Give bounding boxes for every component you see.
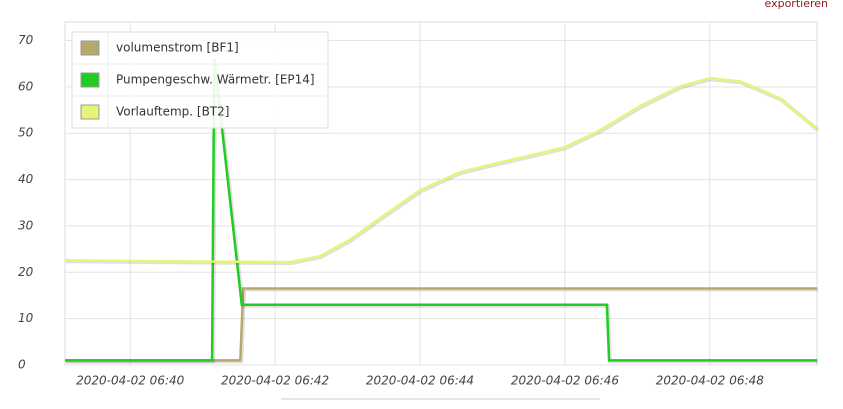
x-tick-label: 2020-04-02 06:42 [221,374,329,388]
y-tick-label: 10 [18,311,34,325]
series-line [64,76,818,264]
x-tick-label: 2020-04-02 06:44 [366,374,474,388]
legend-label: Pumpengeschw. Wärmetr. [EP14] [116,73,315,87]
y-tick-label: 40 [18,172,34,186]
y-tick-label: 60 [18,79,34,93]
y-tick-label: 20 [18,265,34,279]
export-link[interactable]: exportieren [765,0,829,10]
legend-box [71,31,329,129]
y-tick-label: 0 [18,358,26,372]
y-tick-label: 50 [18,126,34,140]
x-tick-label: 2020-04-02 06:48 [656,374,765,388]
series-line [65,287,817,362]
x-tick-label: 2020-04-02 06:40 [76,374,185,388]
legend-swatch [80,40,100,56]
legend-label: volumenstrom [BF1] [116,41,239,55]
legend-swatch [80,104,100,120]
series-shadow [66,287,818,364]
y-tick-label: 30 [18,218,34,232]
legend-label: Vorlauftemp. [BT2] [116,105,229,119]
y-tick-label: 70 [18,33,34,47]
x-tick-label: 2020-04-02 06:46 [511,374,620,388]
series-line [65,58,817,362]
legend-swatch [80,72,100,88]
